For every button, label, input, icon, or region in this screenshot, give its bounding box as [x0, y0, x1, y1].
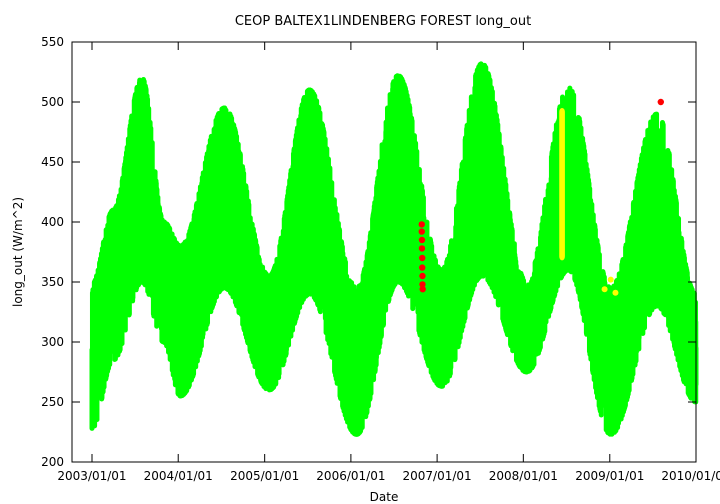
series-red-point — [419, 272, 426, 280]
x-tick-label: 2003/01/01 — [57, 469, 126, 483]
x-tick-label: 2007/01/01 — [403, 469, 472, 483]
y-tick-label: 300 — [41, 335, 64, 349]
axis-ticks: 200 250 300 350 400 450 500 550 2003/01/01 2004/0… — [41, 35, 720, 483]
series-yellow-point — [612, 289, 619, 296]
series-red-point — [418, 245, 426, 252]
series-green — [89, 61, 699, 437]
series-red — [418, 98, 664, 293]
series-red-point — [657, 98, 664, 106]
y-tick-label: 400 — [41, 215, 64, 229]
x-tick-label: 2004/01/01 — [144, 469, 213, 483]
series-yellow — [559, 108, 619, 296]
series-red-point — [419, 264, 426, 271]
y-axis-label: long_out (W/m^2) — [11, 197, 25, 307]
x-axis-label: Date — [370, 490, 399, 504]
y-tick-label: 250 — [41, 395, 64, 409]
series-red-point — [419, 286, 426, 293]
series-red-point — [418, 221, 425, 228]
series-yellow-band — [559, 108, 565, 261]
plot-frame — [71, 41, 697, 463]
y-tick-label: 350 — [41, 275, 64, 289]
x-tick-label: 2009/01/01 — [575, 469, 644, 483]
series-red-point — [419, 254, 426, 262]
x-tick-label: 2005/01/01 — [230, 469, 299, 483]
y-tick-label: 450 — [41, 155, 64, 169]
series-red-point — [419, 281, 426, 288]
series-red-point — [418, 228, 425, 235]
y-tick-label: 500 — [41, 95, 64, 109]
chart-title: CEOP BALTEX1LINDENBERG FOREST long_out — [235, 14, 531, 29]
series-red-point — [418, 236, 426, 244]
series-yellow-point — [601, 286, 608, 293]
y-tick-label: 200 — [41, 455, 64, 469]
series-yellow-point — [607, 276, 614, 283]
x-tick-label: 2006/01/01 — [316, 469, 385, 483]
x-tick-label: 2008/01/01 — [489, 469, 558, 483]
y-tick-label: 550 — [41, 35, 64, 49]
plot-area — [89, 61, 699, 437]
x-tick-label: 2010/01/01 — [661, 469, 720, 483]
